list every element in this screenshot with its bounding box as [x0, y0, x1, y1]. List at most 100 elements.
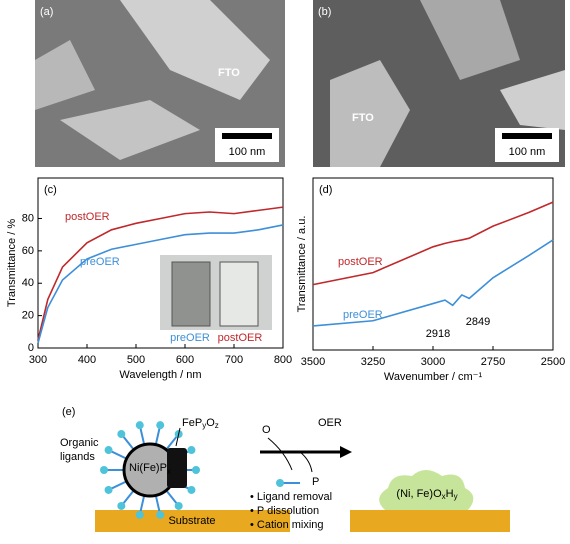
inset-glass — [171, 261, 211, 327]
grain — [60, 100, 200, 160]
ligand-icon-head — [276, 479, 284, 487]
ligand-head — [117, 430, 126, 439]
ligand-head — [104, 446, 113, 455]
scale-bar — [502, 133, 552, 139]
substrate — [95, 510, 290, 532]
y-tick-label: 60 — [22, 245, 34, 257]
formula-part: H — [446, 488, 454, 500]
formula-sub: x — [442, 492, 446, 501]
series-line — [37, 206, 284, 341]
ligand-head — [192, 466, 200, 474]
inset-glass — [219, 261, 259, 327]
in-label: O — [262, 424, 271, 436]
pointer — [175, 427, 181, 447]
substrate — [350, 510, 510, 532]
panel-label: (a) — [40, 6, 53, 18]
formula-sub: y — [454, 492, 458, 501]
grain — [330, 60, 410, 167]
x-tick-label: 2500 — [541, 356, 565, 368]
series-label: preOER — [80, 256, 120, 268]
x-tick-label: 3500 — [301, 356, 325, 368]
ligand-head — [156, 421, 165, 430]
y-axis-title: Transmittance / a.u. — [296, 216, 308, 313]
grain — [120, 0, 270, 100]
x-axis-title: Wavenumber / cm⁻¹ — [384, 371, 483, 383]
arrow-label: OER — [318, 417, 342, 429]
x-tick-label: 400 — [78, 354, 96, 366]
x-tick-label: 3250 — [361, 356, 385, 368]
grain — [35, 40, 95, 110]
ligand-head — [156, 510, 165, 519]
formula-sub: z — [215, 421, 219, 430]
sem-image-a: (a) FTO 100 nm — [35, 0, 285, 167]
formula-part: Ni(Fe)P — [129, 462, 167, 474]
ligand-label: ligands — [60, 451, 95, 463]
step: • Cation mixing — [250, 519, 324, 531]
formula-part: (Ni, Fe)O — [396, 488, 442, 500]
annotation: 2918 — [426, 328, 450, 340]
panel-label: (b) — [318, 6, 331, 18]
annotation: 2849 — [466, 316, 490, 328]
scale-bar — [222, 133, 272, 139]
ligand-head — [187, 485, 196, 494]
in-arrow — [267, 437, 293, 471]
phosphide-domain — [167, 448, 187, 488]
y-tick-label: 20 — [22, 310, 34, 322]
x-tick-label: 3000 — [421, 356, 445, 368]
step: • Ligand removal — [250, 491, 332, 503]
panel-label: (e) — [62, 406, 75, 418]
product-cloud — [379, 470, 474, 510]
substrate-label: Substrate — [168, 515, 215, 527]
formula-part: O — [206, 417, 215, 429]
x-tick-label: 2750 — [481, 356, 505, 368]
out-label: P — [312, 476, 319, 488]
series-label: postOER — [65, 211, 110, 223]
out-arrow — [299, 451, 313, 473]
formula-part: FeP — [182, 417, 202, 429]
series-line — [312, 239, 554, 327]
arrow-head — [340, 446, 352, 458]
ligand-shell — [100, 421, 200, 519]
series-line — [37, 224, 284, 344]
y-tick-label: 80 — [22, 212, 34, 224]
plot-frame — [37, 177, 284, 349]
grain — [500, 70, 565, 130]
ligand-head — [117, 501, 126, 510]
series-line — [312, 201, 554, 286]
panel-label: (d) — [319, 184, 332, 196]
phosphide-label: FePyOz — [182, 417, 219, 430]
inset-label: preOER — [170, 332, 210, 344]
ligand-label: Organic — [60, 437, 99, 449]
ligand-head — [174, 501, 183, 510]
x-axis-title: Wavelength / nm — [119, 369, 201, 381]
sem-image-b: (b) FTO 100 nm — [313, 0, 565, 167]
x-tick-label: 500 — [127, 354, 145, 366]
ligand-head — [100, 466, 108, 474]
formula-sub: x — [167, 467, 171, 476]
scale-label: 100 nm — [509, 146, 546, 158]
x-tick-label: 300 — [29, 354, 47, 366]
series-label: preOER — [343, 309, 383, 321]
y-tick-label: 40 — [22, 277, 34, 289]
ligand-head — [104, 485, 113, 494]
y-axis-title: Transmittance / % — [6, 219, 18, 307]
x-tick-label: 600 — [176, 354, 194, 366]
diagram: (e) Organic ligands Substrate Ni(Fe)Px F… — [60, 406, 510, 532]
ligand-head — [135, 510, 144, 519]
formula-sub: y — [202, 421, 206, 430]
inset-label: postOER — [218, 332, 263, 344]
x-tick-label: 700 — [225, 354, 243, 366]
ligand-head — [135, 421, 144, 430]
scale-label: 100 nm — [229, 146, 266, 158]
region-label: FTO — [352, 112, 374, 124]
y-tick-label: 0 — [28, 342, 34, 354]
grain — [420, 0, 520, 80]
product-label: (Ni, Fe)OxHy — [396, 488, 457, 501]
series-label: postOER — [338, 256, 383, 268]
x-tick-label: 800 — [274, 354, 292, 366]
panel-label: (c) — [44, 184, 57, 196]
region-label: FTO — [218, 67, 240, 79]
core-label: Ni(Fe)Px — [129, 462, 171, 476]
step: • P dissolution — [250, 505, 319, 517]
